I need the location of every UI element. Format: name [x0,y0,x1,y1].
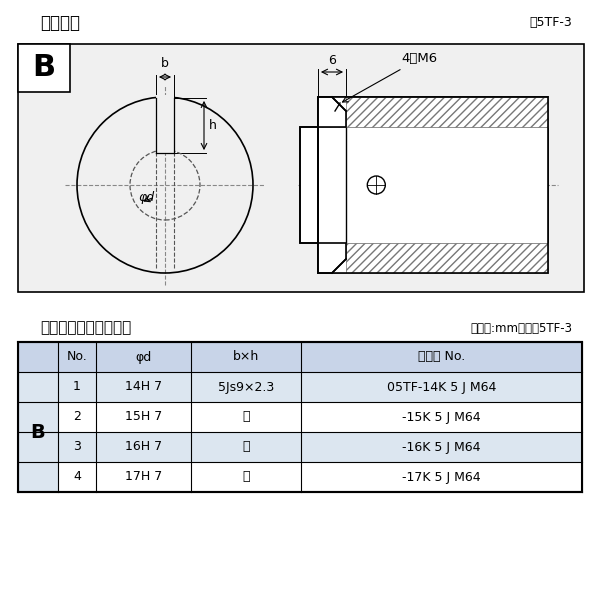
Text: 15H 7: 15H 7 [125,410,162,424]
Bar [18,372,58,492]
Bar [318,243,548,273]
Text: 1: 1 [73,380,81,394]
Text: 〃: 〃 [242,410,250,424]
Circle shape [77,97,253,273]
Text: （単位:mm）　表5TF-3: （単位:mm） 表5TF-3 [470,322,572,335]
Bar [318,97,548,273]
Bar [18,342,582,492]
Text: -15K 5 J M64: -15K 5 J M64 [402,410,481,424]
Text: -16K 5 J M64: -16K 5 J M64 [402,440,481,454]
Text: 軸穴形状: 軸穴形状 [40,14,80,32]
Text: 〃: 〃 [242,470,250,484]
Text: 4－M6: 4－M6 [343,52,437,102]
Text: 5Js9×2.3: 5Js9×2.3 [218,380,274,394]
Text: 図5TF-3: 図5TF-3 [529,16,572,29]
Text: No.: No. [67,350,88,364]
Text: 16H 7: 16H 7 [125,440,162,454]
Text: φd: φd [139,191,155,203]
Text: 14H 7: 14H 7 [125,380,162,394]
Bar [300,127,318,243]
Text: 05TF-14K 5 J M64: 05TF-14K 5 J M64 [387,380,496,394]
Bar [156,95,174,153]
Bar [346,97,548,127]
Text: b: b [161,57,169,70]
Bar [58,462,582,492]
Text: -17K 5 J M64: -17K 5 J M64 [402,470,481,484]
Text: 3: 3 [73,440,81,454]
Bar [318,97,548,127]
Text: 2: 2 [73,410,81,424]
Bar [18,44,584,292]
Bar [58,432,582,462]
Text: 6: 6 [328,54,336,67]
Text: 17H 7: 17H 7 [125,470,162,484]
Text: B: B [31,422,46,442]
Bar [18,342,582,372]
Bar [58,372,582,402]
Bar [318,97,346,127]
Circle shape [367,176,385,194]
Polygon shape [318,243,346,273]
Text: B: B [32,53,56,82]
Bar [318,97,548,273]
Text: 軸穴形状コード一覧表: 軸穴形状コード一覧表 [40,320,131,335]
Text: φd: φd [136,350,152,364]
Polygon shape [318,97,346,127]
Bar [18,44,70,92]
Text: h: h [209,119,217,132]
Bar [346,243,548,273]
Text: コード No.: コード No. [418,350,465,364]
Bar [300,127,318,243]
Bar [318,127,548,243]
Text: 4: 4 [73,470,81,484]
Text: b×h: b×h [233,350,259,364]
Text: 〃: 〃 [242,440,250,454]
Bar [318,243,346,273]
Bar [58,402,582,432]
